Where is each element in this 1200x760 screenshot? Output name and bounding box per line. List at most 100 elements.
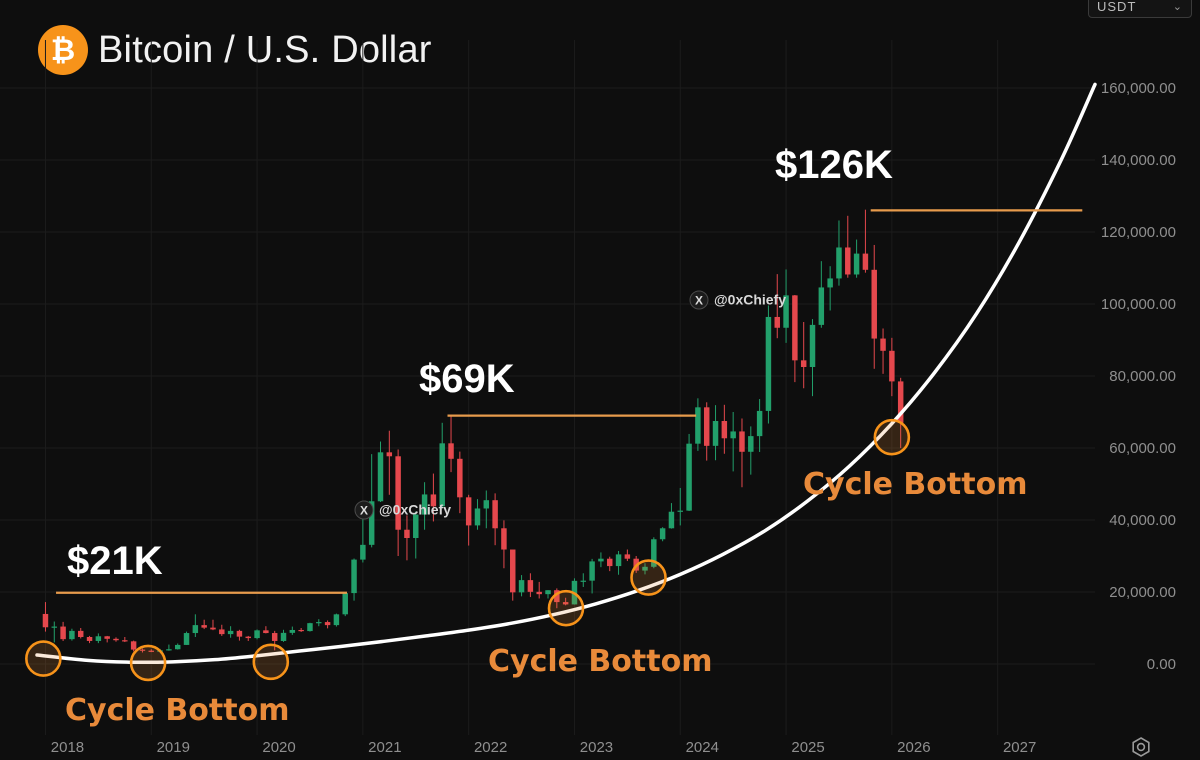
watermark-text: @0xChiefy — [714, 292, 786, 308]
currency-selector[interactable]: USDT ⌄ — [1088, 0, 1192, 18]
candle-body — [351, 559, 357, 594]
candle-body — [783, 295, 789, 328]
candle-body — [483, 500, 490, 509]
x-tick-label: 2019 — [157, 739, 190, 756]
candle-body — [465, 497, 472, 526]
candle-body — [827, 278, 833, 288]
candle-body — [598, 558, 604, 562]
candle-body — [307, 623, 313, 632]
x-logo-icon — [354, 500, 374, 520]
candle-body — [377, 452, 384, 502]
candle-body — [386, 452, 393, 457]
candle-body — [174, 644, 181, 650]
candle-body — [712, 421, 719, 446]
watermark-1: X @0xChiefy — [354, 500, 451, 520]
cycle-bottom-marker — [25, 640, 62, 677]
candle-body — [862, 253, 869, 270]
candle-body — [324, 622, 331, 626]
candle-body — [139, 649, 146, 651]
candle-body — [518, 580, 525, 593]
candle-body — [686, 443, 692, 511]
x-tick-label: 2023 — [580, 739, 613, 756]
x-tick-label: 2022 — [474, 739, 507, 756]
y-tick-label: 0.00 — [1147, 656, 1176, 673]
candle-body — [148, 650, 154, 652]
candle-body — [615, 554, 622, 567]
candle-body — [721, 421, 728, 439]
candle-body — [695, 407, 701, 444]
x-tick-label: 2024 — [686, 739, 719, 756]
candle-body — [554, 590, 560, 603]
candle-body — [836, 247, 842, 279]
x-tick-label: 2025 — [791, 739, 824, 756]
candle-body — [51, 626, 58, 628]
candle-body — [421, 494, 428, 515]
cycle-bottom-label-3: Cycle Bottom — [803, 467, 1027, 502]
candle-body — [651, 539, 657, 567]
cycle-bottom-marker — [547, 589, 585, 627]
level-label-126k: $126K — [775, 143, 893, 187]
watermark-2: X @0xChiefy — [689, 290, 786, 310]
candle-body — [404, 529, 410, 538]
y-tick-label: 80,000.00 — [1109, 368, 1176, 385]
candle-body — [624, 554, 631, 559]
candle-body — [562, 602, 569, 605]
x-tick-label: 2018 — [51, 739, 84, 756]
candle-body — [809, 324, 816, 367]
candle-body — [395, 456, 401, 530]
candle-body — [474, 508, 481, 526]
candle-body — [589, 561, 595, 581]
candle-body — [536, 591, 542, 595]
candle-body — [748, 436, 754, 452]
candle-body — [271, 633, 278, 641]
bitcoin-icon: ₿ — [38, 25, 88, 75]
candle-body — [236, 630, 243, 637]
x-tick-label: 2021 — [368, 739, 401, 756]
cycle-bottom-label-1: Cycle Bottom — [65, 693, 289, 728]
candle-body — [227, 630, 234, 635]
candle-body — [86, 637, 93, 641]
candle-body — [642, 566, 648, 571]
settings-icon[interactable] — [1129, 735, 1153, 759]
candle-body — [818, 287, 825, 325]
y-tick-label: 60,000.00 — [1109, 440, 1176, 457]
x-tick-label: 2027 — [1003, 739, 1036, 756]
x-tick-label: 2020 — [262, 739, 295, 756]
candle-body — [342, 593, 348, 615]
support-curve-line — [35, 82, 1097, 665]
candle-body — [845, 247, 851, 275]
y-tick-label: 140,000.00 — [1101, 152, 1176, 169]
candle-body — [880, 338, 886, 351]
candle-body — [430, 494, 437, 507]
cycle-bottom-marker — [873, 418, 911, 456]
candle-body — [448, 443, 454, 459]
candle-body — [298, 629, 304, 632]
candle-body — [192, 625, 199, 634]
candle-body — [677, 510, 683, 512]
price-levels — [56, 209, 1083, 594]
candle-body — [113, 638, 119, 641]
x-logo-glyph: X — [695, 294, 703, 308]
candle-body — [492, 500, 498, 529]
candle-body — [774, 316, 780, 328]
candle-body — [42, 613, 49, 628]
x-logo-icon — [689, 290, 709, 310]
candle-body — [219, 629, 225, 635]
candle-body — [166, 649, 172, 651]
y-tick-label: 120,000.00 — [1101, 224, 1176, 241]
candle-body — [501, 528, 507, 550]
page-title: Bitcoin / U.S. Dollar — [98, 28, 432, 71]
cycle-bottom-label-2: Cycle Bottom — [488, 644, 712, 679]
chevron-down-icon: ⌄ — [1172, 0, 1183, 13]
x-logo-glyph: X — [360, 504, 368, 518]
candle-body — [606, 558, 613, 567]
chart-header: ₿ Bitcoin / U.S. Dollar — [38, 24, 432, 76]
candle-body — [333, 614, 340, 626]
candle-body — [871, 269, 877, 339]
candle-body — [201, 625, 207, 628]
candle-body — [580, 580, 587, 582]
candle-body — [730, 431, 736, 439]
candle-body — [800, 360, 807, 367]
axes: 0.00 20,000.00 40,000.00 60,000.00 80,000.00… — [51, 80, 1176, 756]
